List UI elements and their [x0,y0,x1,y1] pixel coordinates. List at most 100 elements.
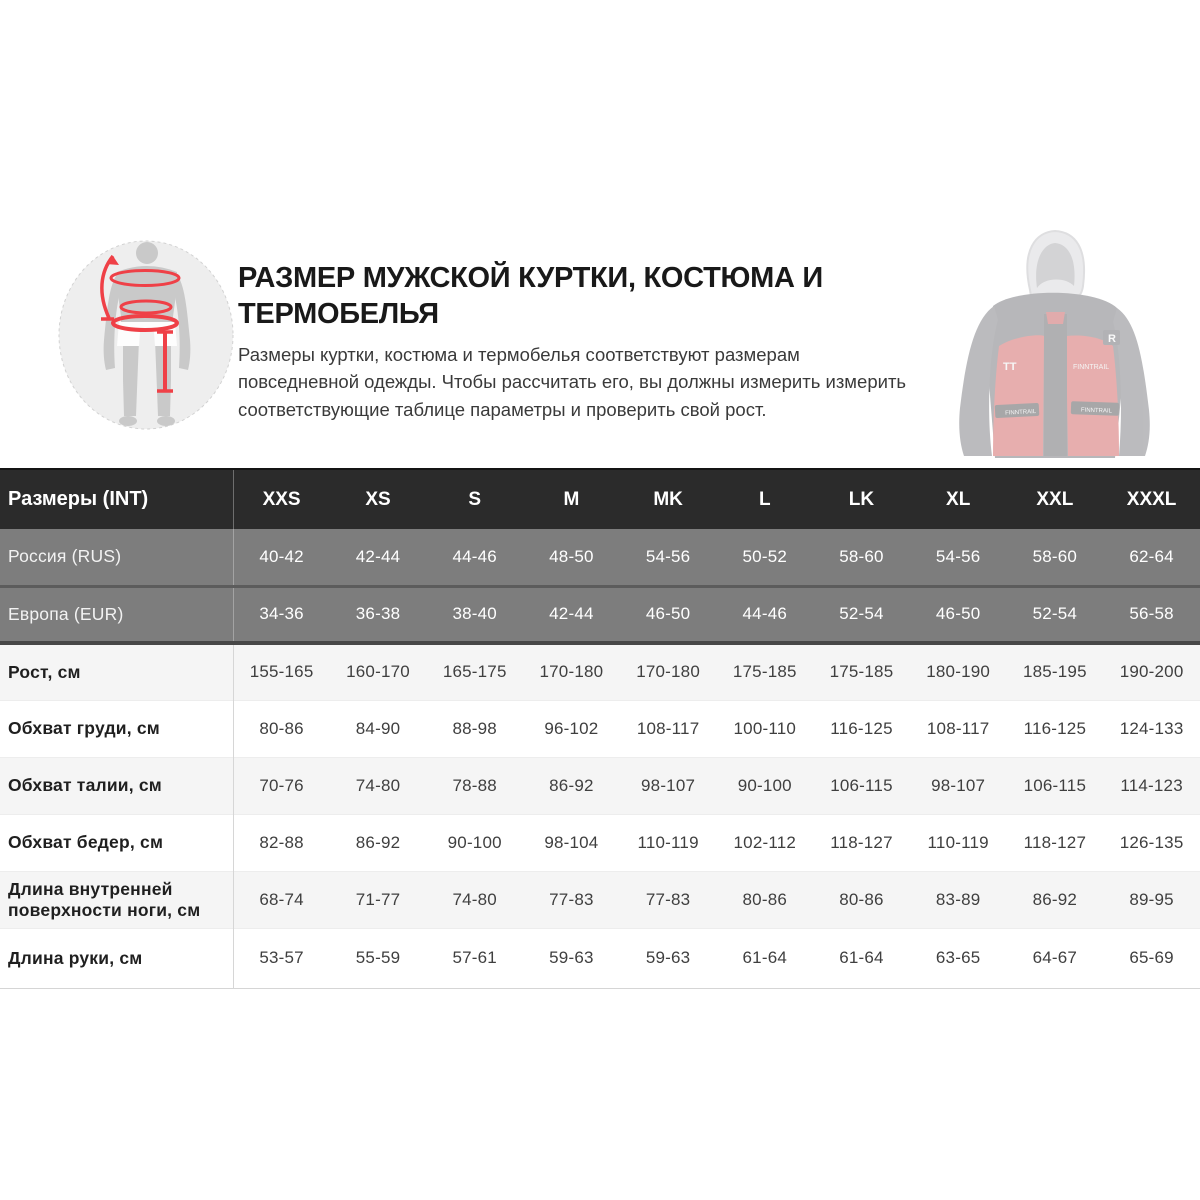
jacket-tt-logo: TT [1003,361,1017,373]
svg-text:R: R [1108,333,1116,345]
hip-measure-line [111,314,179,332]
jacket-brand-text: FINNTRAIL [1073,364,1109,371]
size-value: 185-195 [1022,662,1087,682]
size-value: 70-76 [259,775,304,795]
svg-text:FINNTRAIL: FINNTRAIL [1005,409,1037,417]
jacket-red-panel-left [993,335,1044,456]
size-value: 77-83 [549,889,594,909]
table-row: Европа (EUR) 34-36 36-38 38-40 42-44 46-50 44-… [0,586,1200,643]
size-value: 114-123 [1120,775,1183,795]
size-value: 98-107 [641,775,696,795]
size-value: 74-80 [452,889,497,909]
size-value: 56-58 [1129,604,1174,624]
size-value: 160-170 [346,662,410,682]
size-value: 165-175 [442,662,507,682]
table-row: Длина внутренней поверхности ноги, см 68-… [0,871,1200,928]
size-value: 68-74 [259,889,304,909]
body-measurement-figure-svg [58,240,234,430]
size-value: 90-100 [737,775,792,795]
waist-measure-line [119,299,173,315]
row-label: Длина внутренней поверхности ноги, см [0,871,234,928]
column-header-l: L [758,488,771,510]
jacket-red-panel-right [1066,335,1119,456]
row-label: Длина руки, см [0,928,234,988]
row-label: Европа (EUR) [0,586,234,643]
jacket-pocket-flap-left [994,402,1040,419]
jacket-placket [1044,314,1067,456]
size-value: 100-110 [733,718,797,738]
size-value: 55-59 [355,948,401,967]
size-value: 61-64 [839,948,884,967]
jacket-body [987,292,1125,458]
size-value: 190-200 [1119,662,1184,682]
size-value: 44-46 [452,546,497,566]
size-value: 86-92 [549,775,594,795]
size-value: 86-92 [355,832,401,852]
size-value: 86-92 [1032,889,1078,909]
body-measurement-illustration [57,240,235,432]
size-value: 102-112 [733,832,797,852]
page-title: Размер мужской куртки, костюма и термобе… [238,262,823,331]
row-label: Обхват бедер, см [0,814,234,871]
chest-measure-line [109,269,181,287]
size-value: 52-54 [1032,604,1078,624]
size-value: 54-56 [935,546,981,566]
size-table-header-row: Размеры (INT) XXS XS S M MK L LK XL XXL XXXL [0,469,1200,529]
column-header-lk: LK [848,488,875,510]
size-value: 175-185 [732,662,797,682]
jacket-svg: FINNTRAIL FINNTRAIL TT FINNTRAIL R [959,229,1150,458]
table-row: Обхват груди, см 80-86 84-90 88-98 96-102 108… [0,700,1200,757]
table-row: Обхват талии, см 70-76 74-80 78-88 86-92 98-1… [0,757,1200,814]
size-value: 62-64 [1129,546,1174,566]
size-value: 80-86 [839,889,884,909]
column-header-m: M [563,488,580,510]
size-value: 59-63 [549,948,594,967]
size-value: 116-125 [830,718,893,738]
size-value: 108-117 [636,718,700,738]
size-value: 98-107 [931,775,986,795]
size-value: 54-56 [645,546,691,566]
measurement-marks [100,254,181,393]
size-value: 38-40 [452,604,497,624]
jacket-right-sleeve [1113,308,1150,456]
size-value: 46-50 [645,604,691,624]
size-value: 71-77 [355,889,401,909]
size-value: 118-127 [1023,832,1087,852]
size-value: 106-115 [1023,775,1087,795]
size-value: 57-61 [452,948,497,967]
size-value: 58-60 [1032,546,1078,566]
table-row: Россия (RUS) 40-42 42-44 44-46 48-50 54-56 50-… [0,529,1200,586]
jacket-left-sleeve [959,306,998,456]
size-value: 34-36 [259,604,304,624]
size-value: 110-119 [927,832,989,852]
size-value: 80-86 [742,889,788,909]
column-header-xxs: XXS [262,488,301,510]
size-value: 42-44 [355,546,401,566]
size-value: 36-38 [355,604,401,624]
table-row: Рост, см 155-165 160-170 165-175 170-180 170-… [0,643,1200,700]
size-value: 48-50 [549,546,594,566]
size-table: Размеры (INT) XXS XS S M MK L LK XL XXL XXXL Росси… [0,468,1200,989]
size-value: 180-190 [926,662,991,682]
size-value: 116-125 [1023,718,1087,738]
column-header-xxxl: XXXL [1126,488,1177,510]
size-value: 88-98 [452,718,497,738]
size-value: 96-102 [544,718,599,738]
column-header-xs: XS [365,488,391,510]
jacket-pocket-flap-right [1070,401,1120,416]
size-value: 89-95 [1129,889,1174,909]
size-value: 84-90 [355,718,401,738]
size-value: 65-69 [1129,948,1174,967]
size-value: 74-80 [355,775,401,795]
size-value: 59-63 [645,948,691,967]
size-value: 52-54 [839,604,884,624]
jacket-r-patch [1103,330,1120,345]
row-label: Обхват груди, см [0,700,234,757]
column-header-mk: MK [653,488,683,510]
size-value: 126-135 [1119,832,1184,852]
size-value: 98-104 [544,832,599,852]
size-value: 46-50 [935,604,981,624]
row-label: Рост, см [0,643,234,700]
jacket-photo: FINNTRAIL FINNTRAIL TT FINNTRAIL R [933,226,1177,468]
size-value: 44-46 [742,604,788,624]
